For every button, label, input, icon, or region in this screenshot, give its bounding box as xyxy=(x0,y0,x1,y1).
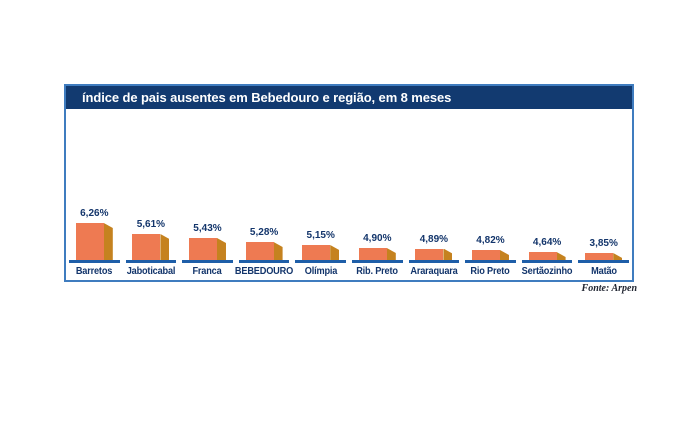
plot-area: 6,26% Barretos 5,61% Jaboticabal 5,43% F… xyxy=(66,109,632,280)
bar-value-label: 5,61% xyxy=(136,219,166,230)
bar-3d xyxy=(585,253,623,260)
bar-3d xyxy=(358,248,396,260)
bar-value-label: 4,89% xyxy=(419,233,449,245)
bar-baseline xyxy=(182,260,233,263)
bar-category-label: Olímpia xyxy=(304,266,337,277)
bar-category-label: Jaboticabal xyxy=(126,266,176,277)
chart-title-bar: índice de pais ausentes em Bebedouro e r… xyxy=(66,86,632,109)
bar-value-label: 6,26% xyxy=(80,208,109,219)
bar-category-label: Rib. Preto xyxy=(356,266,399,277)
bar-baseline xyxy=(352,260,403,263)
bar-front-face xyxy=(415,248,444,260)
bar-group: 5,61% Jaboticabal xyxy=(123,109,180,280)
bar-value-label: 5,43% xyxy=(193,223,222,234)
bar-baseline xyxy=(408,260,460,263)
bar-group: 6,26% Barretos xyxy=(66,109,123,280)
bar-3d xyxy=(415,248,453,260)
bar-side-face xyxy=(216,238,226,260)
bar-front-face xyxy=(471,250,500,260)
bar-group: 4,82% Rio Preto xyxy=(462,109,519,280)
bar-3d xyxy=(302,245,340,260)
bar-value-label: 5,28% xyxy=(249,227,279,238)
bar-category-label: Araraquara xyxy=(410,266,458,277)
bar-side-face xyxy=(499,250,509,260)
bar-front-face xyxy=(75,223,104,260)
bar-front-face xyxy=(358,248,387,260)
chart-title: índice de pais ausentes em Bebedouro e r… xyxy=(82,90,452,105)
source-caption: Fonte: Arpen xyxy=(581,283,637,294)
bar-group: 5,15% Olímpia xyxy=(292,109,349,280)
chart-panel: índice de pais ausentes em Bebedouro e r… xyxy=(64,84,634,282)
bar-side-face xyxy=(556,252,566,260)
bar-category-label: Sertãozinho xyxy=(521,266,573,277)
bar-side-face xyxy=(386,248,396,260)
bar-group: 3,85% Matão xyxy=(575,109,632,280)
bar-baseline xyxy=(69,260,120,263)
bar-front-face xyxy=(132,234,161,260)
bar-3d xyxy=(471,250,509,260)
bar-side-face xyxy=(613,253,623,260)
bar-value-label: 5,15% xyxy=(306,230,335,241)
bar-3d xyxy=(188,238,226,260)
bar-front-face xyxy=(245,242,274,260)
bar-3d xyxy=(132,234,170,260)
bar-baseline xyxy=(578,260,629,263)
bar-value-label: 4,64% xyxy=(532,237,562,248)
bar-front-face xyxy=(302,245,331,260)
bar-baseline xyxy=(295,260,346,263)
bar-baseline xyxy=(521,260,573,263)
bar-front-face xyxy=(585,253,614,260)
bar-group: 5,43% Franca xyxy=(179,109,236,280)
bar-category-label: Franca xyxy=(192,266,223,277)
bar-category-label: Barretos xyxy=(76,266,113,277)
bar-side-face xyxy=(443,248,453,260)
bar-3d xyxy=(528,252,566,260)
bar-front-face xyxy=(528,252,557,260)
bar-category-label: Matão xyxy=(590,266,617,277)
bar-value-label: 4,82% xyxy=(476,235,505,246)
bar-3d xyxy=(75,223,113,260)
bar-side-face xyxy=(330,245,340,260)
bar-baseline xyxy=(238,260,290,263)
bar-3d xyxy=(245,242,283,260)
bar-side-face xyxy=(160,234,170,260)
bar-group: 4,64% Sertãozinho xyxy=(519,109,576,280)
bar-category-label: BEBEDOURO xyxy=(235,266,294,277)
bar-side-face xyxy=(273,242,283,260)
bar-baseline xyxy=(465,260,516,263)
bar-baseline xyxy=(125,260,177,263)
bar-value-label: 4,90% xyxy=(363,233,392,244)
bar-front-face xyxy=(188,238,217,260)
bar-value-label: 3,85% xyxy=(589,238,618,249)
bar-group: 4,89% Araraquara xyxy=(406,109,463,280)
bar-group: 5,28% BEBEDOURO xyxy=(235,109,294,280)
bar-category-label: Rio Preto xyxy=(470,266,511,277)
bar-group: 4,90% Rib. Preto xyxy=(349,109,406,280)
bar-side-face xyxy=(103,223,113,260)
